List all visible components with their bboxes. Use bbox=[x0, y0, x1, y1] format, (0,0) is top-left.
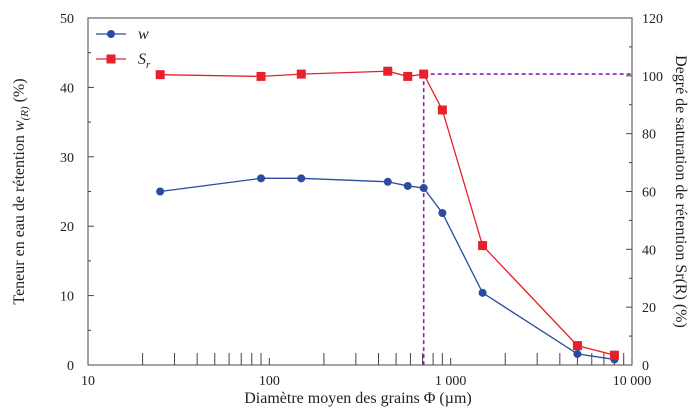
data-point-w bbox=[478, 288, 487, 297]
legend-label-w: w bbox=[138, 26, 149, 43]
data-point-sr bbox=[609, 350, 619, 360]
data-point-w bbox=[403, 181, 412, 190]
y-right-tick-label: 100 bbox=[642, 70, 663, 85]
y-left-tick-label: 10 bbox=[60, 290, 74, 305]
legend-label-sr: Sr bbox=[138, 51, 151, 71]
legend-marker-sr bbox=[106, 54, 116, 64]
axis-ticks bbox=[87, 17, 633, 366]
x-tick-label: 10 000 bbox=[613, 374, 652, 389]
y-right-tick-label: 60 bbox=[642, 186, 656, 201]
data-point-w bbox=[573, 349, 582, 358]
y-right-tick-label: 40 bbox=[642, 243, 656, 258]
series-line-w bbox=[160, 177, 615, 361]
data-point-w bbox=[383, 177, 392, 186]
y-left-tick-label: 50 bbox=[60, 12, 74, 27]
legend: w Sr bbox=[96, 26, 151, 71]
y-left-tick-label: 40 bbox=[60, 81, 74, 96]
data-point-w bbox=[257, 174, 266, 183]
data-point-w bbox=[419, 184, 428, 193]
series-line-sr bbox=[160, 70, 615, 356]
data-point-sr bbox=[478, 241, 488, 251]
data-point-w bbox=[156, 187, 165, 196]
y-left-tick-label: 30 bbox=[60, 151, 74, 166]
y-left-tick-label: 0 bbox=[67, 359, 74, 374]
data-point-sr bbox=[256, 71, 266, 81]
y-right-tick-label: 80 bbox=[642, 128, 656, 143]
data-point-sr bbox=[572, 341, 582, 351]
x-tick-label: 10 bbox=[81, 374, 95, 389]
x-tick-label: 100 bbox=[259, 374, 280, 389]
data-point-sr bbox=[383, 66, 393, 76]
data-point-sr bbox=[403, 71, 413, 81]
y-right-tick-label: 20 bbox=[642, 301, 656, 316]
series-layer bbox=[155, 66, 619, 364]
legend-marker-w bbox=[107, 30, 115, 38]
data-point-sr bbox=[437, 105, 447, 115]
plot-frame bbox=[87, 17, 633, 366]
tick-labels: 10 100 1 000 10 000010203040500204060801001… bbox=[60, 12, 663, 389]
y-right-tick-label: 0 bbox=[642, 359, 649, 374]
y-right-tick-label: 120 bbox=[642, 12, 663, 27]
data-point-sr bbox=[155, 70, 165, 80]
plot-border bbox=[87, 17, 633, 366]
y-right-axis-label: Degré de saturation de rétention Sr(R) (… bbox=[672, 55, 689, 328]
data-point-w bbox=[438, 209, 447, 218]
x-axis-label: Diamètre moyen des grains Φ (µm) bbox=[244, 390, 472, 407]
data-point-w bbox=[297, 174, 306, 183]
x-tick-label: 1 000 bbox=[435, 374, 467, 389]
data-point-sr bbox=[419, 69, 429, 79]
y-left-axis-label: Teneur en eau de rétention w(R) (%) bbox=[11, 78, 31, 304]
data-point-sr bbox=[296, 69, 306, 79]
y-left-tick-label: 20 bbox=[60, 220, 74, 235]
